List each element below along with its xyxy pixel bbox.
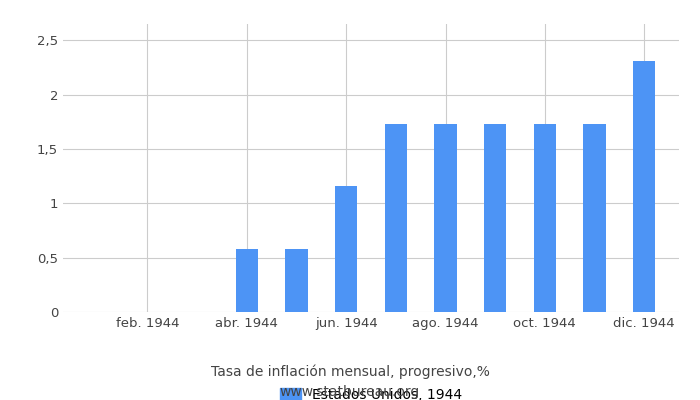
Bar [335, 186, 357, 312]
Bar [434, 124, 456, 312]
Bar [236, 249, 258, 312]
Bar [533, 124, 556, 312]
Bar [633, 61, 655, 312]
Text: Tasa de inflación mensual, progresivo,%: Tasa de inflación mensual, progresivo,% [211, 365, 489, 379]
Bar [484, 124, 506, 312]
Bar [385, 124, 407, 312]
Bar [583, 124, 606, 312]
Text: www.statbureau.org: www.statbureau.org [280, 385, 420, 399]
Legend: Estados Unidos, 1944: Estados Unidos, 1944 [274, 382, 468, 400]
Bar [286, 249, 308, 312]
